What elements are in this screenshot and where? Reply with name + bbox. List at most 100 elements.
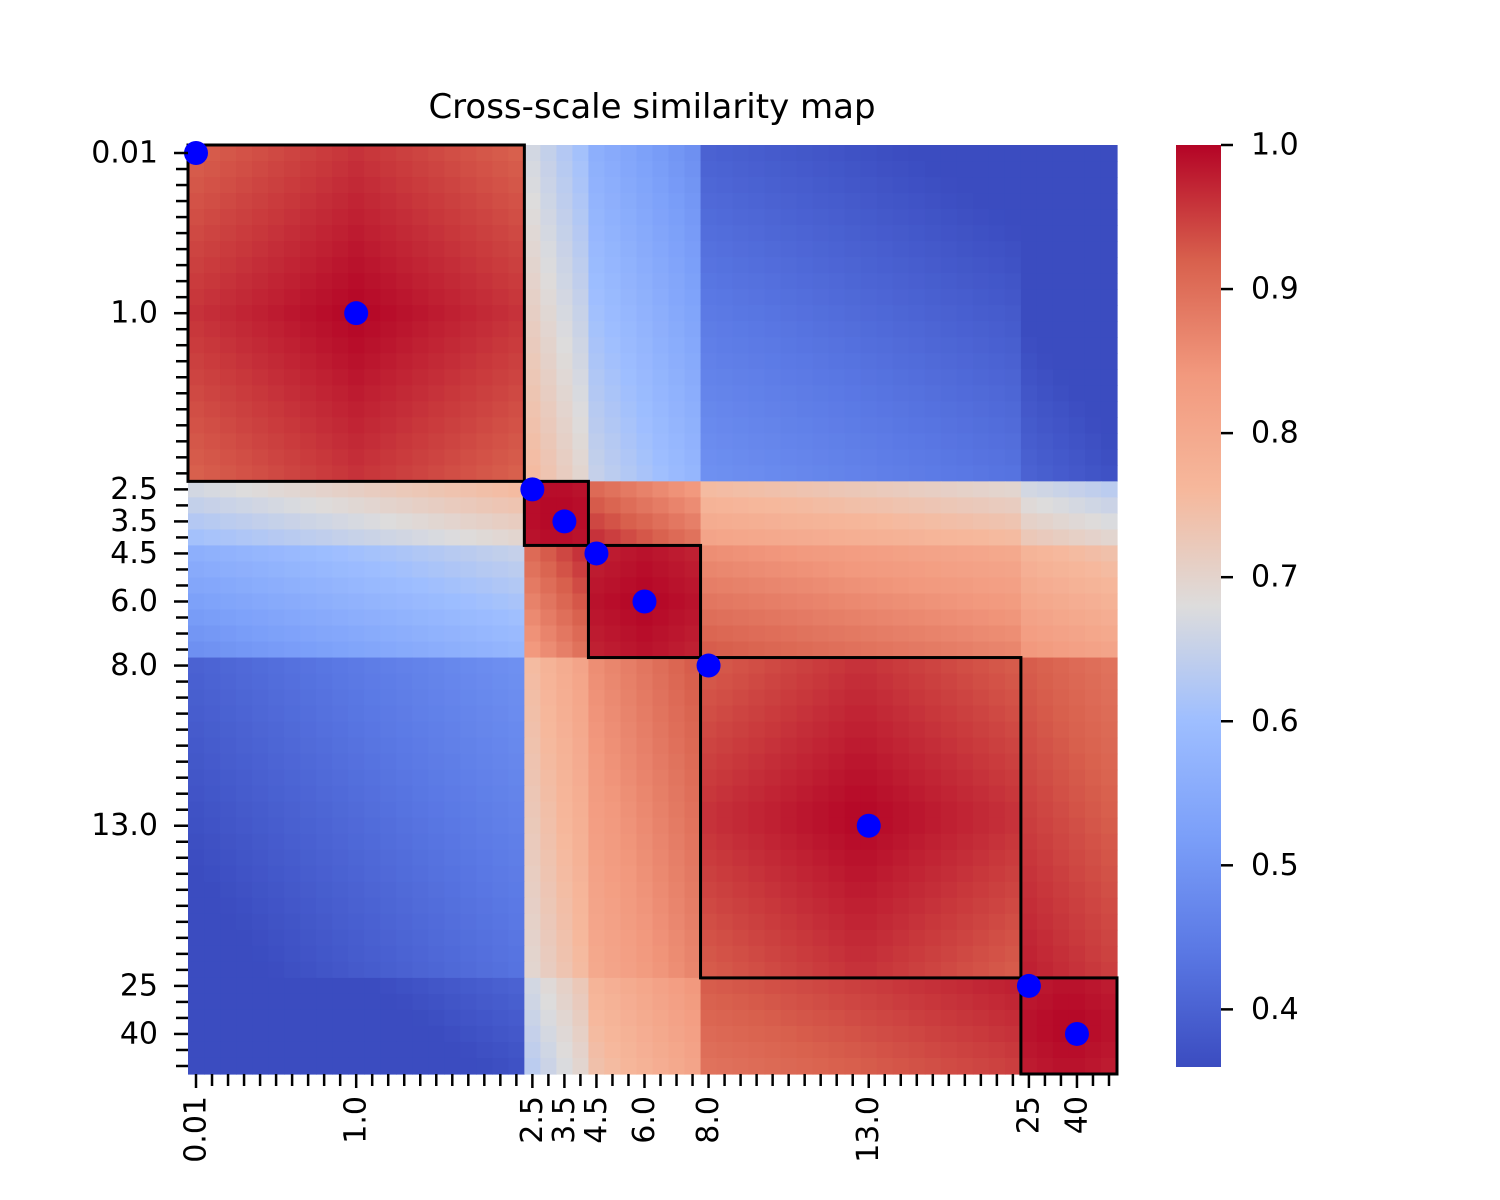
heatmap-cell	[540, 801, 557, 819]
heatmap-cell	[1100, 657, 1118, 675]
heatmap-cell	[444, 993, 461, 1011]
heatmap-cell	[812, 465, 830, 482]
heatmap-cell	[524, 593, 541, 611]
heatmap-cell	[284, 401, 301, 418]
heatmap-cell	[252, 801, 269, 819]
heatmap-cell	[316, 417, 333, 434]
heatmap-cell	[1004, 705, 1022, 723]
heatmap-cell	[588, 657, 606, 675]
heatmap-cell	[1036, 849, 1054, 867]
heatmap-cell	[332, 513, 349, 531]
heatmap-cell	[1084, 833, 1102, 851]
heatmap-cell	[1084, 417, 1102, 434]
heatmap-cell	[908, 833, 926, 851]
heatmap-cell	[572, 177, 590, 194]
heatmap-cell	[492, 817, 509, 835]
heatmap-cell	[540, 321, 557, 338]
heatmap-cell	[332, 577, 349, 595]
heatmap-cell	[1036, 177, 1054, 194]
heatmap-cell	[876, 1057, 894, 1075]
heatmap-cell	[476, 513, 493, 531]
heatmap-cell	[556, 977, 574, 995]
heatmap-cell	[556, 609, 574, 627]
heatmap-cell	[748, 481, 766, 498]
heatmap-cell	[972, 417, 990, 434]
heatmap-cell	[1036, 977, 1054, 995]
heatmap-cell	[828, 321, 846, 338]
heatmap-cell	[732, 321, 750, 338]
heatmap-cell	[1084, 769, 1102, 787]
heatmap-cell	[316, 241, 333, 258]
heatmap-cell	[1100, 929, 1118, 947]
heatmap-cell	[236, 465, 253, 482]
heatmap-cell	[284, 337, 301, 354]
heatmap-cell	[476, 465, 493, 482]
heatmap-cell	[364, 385, 381, 402]
heatmap-cell	[892, 753, 910, 771]
heatmap-cell	[764, 209, 782, 226]
heatmap-cell	[220, 161, 237, 178]
heatmap-cell	[1100, 577, 1118, 595]
heatmap-cell	[844, 145, 862, 162]
heatmap-cell	[652, 769, 670, 787]
heatmap-cell	[364, 609, 381, 627]
heatmap-cell	[860, 689, 878, 707]
heatmap-cell	[764, 785, 782, 803]
heatmap-cell	[220, 625, 237, 643]
heatmap-cell	[636, 721, 654, 739]
heatmap-cell	[268, 1041, 285, 1059]
heatmap-cell	[988, 577, 1006, 595]
heatmap-cell	[908, 401, 926, 418]
heatmap-cell	[732, 1057, 750, 1075]
heatmap-cell	[380, 1009, 397, 1027]
heatmap-cell	[428, 673, 445, 691]
heatmap-cell	[828, 1057, 846, 1075]
heatmap-cell	[284, 481, 301, 498]
heatmap-cell	[892, 769, 910, 787]
heatmap-cell	[236, 385, 253, 402]
heatmap-cell	[572, 977, 590, 995]
heatmap-cell	[716, 305, 734, 322]
heatmap-cell	[348, 481, 365, 498]
heatmap-cell	[476, 273, 493, 290]
heatmap-cell	[924, 721, 942, 739]
heatmap-cell	[1036, 993, 1054, 1011]
heatmap-cell	[684, 817, 702, 835]
heatmap-cell	[684, 785, 702, 803]
heatmap-cell	[1036, 417, 1054, 434]
heatmap-cell	[988, 321, 1006, 338]
heatmap-cell	[988, 433, 1006, 450]
heatmap-cell	[844, 657, 862, 675]
heatmap-cell	[412, 193, 429, 210]
heatmap-cell	[508, 289, 525, 306]
heatmap-cell	[1084, 529, 1102, 547]
heatmap-cell	[252, 705, 269, 723]
heatmap-cell	[908, 385, 926, 402]
heatmap-cell	[540, 241, 557, 258]
heatmap-cell	[732, 705, 750, 723]
heatmap-cell	[780, 977, 798, 995]
heatmap-cell	[316, 529, 333, 547]
heatmap-cell	[620, 257, 638, 274]
heatmap-cell	[524, 641, 541, 659]
heatmap-cell	[604, 177, 622, 194]
heatmap-cell	[684, 273, 702, 290]
heatmap-cell	[988, 785, 1006, 803]
heatmap-cell	[540, 641, 557, 659]
heatmap-cell	[1020, 433, 1038, 450]
heatmap-cell	[860, 705, 878, 723]
heatmap-cell	[764, 177, 782, 194]
heatmap-cell	[492, 993, 509, 1011]
heatmap-cell	[732, 161, 750, 178]
heatmap-cell	[380, 161, 397, 178]
heatmap-cell	[1084, 545, 1102, 563]
heatmap-cell	[700, 481, 718, 498]
heatmap-cell	[444, 977, 461, 995]
heatmap-cell	[972, 1057, 990, 1075]
heatmap-cell	[748, 801, 766, 819]
heatmap-cell	[780, 433, 798, 450]
heatmap-cell	[684, 849, 702, 867]
heatmap-cell	[1084, 513, 1102, 531]
heatmap-cell	[476, 1009, 493, 1027]
